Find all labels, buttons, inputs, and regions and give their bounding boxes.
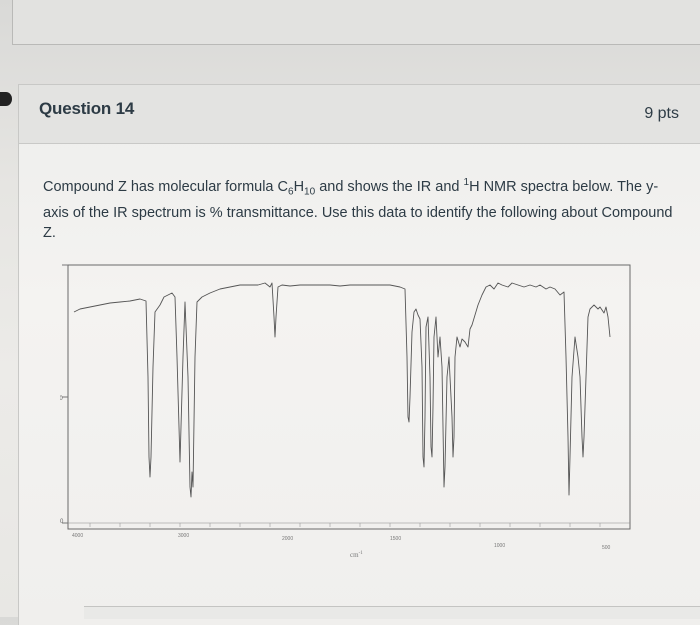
question-points: 9 pts (644, 105, 679, 122)
x-tick-500: 500 (602, 545, 611, 551)
question-title: Question 14 (39, 99, 135, 118)
question-header: Question 14 9 pts (19, 85, 700, 144)
x-tick-1000: 1000 (494, 543, 505, 549)
ir-spectrum-trace (73, 282, 611, 498)
ir-spectrum-chart: 100 50 0 4000 3000 2000 1500 1000 500 cm… (60, 264, 631, 557)
question-text: Compound Z has molecular formula C6H10 a… (43, 177, 673, 241)
x-tick-1500: 1500 (390, 536, 401, 542)
x-tick-3000: 3000 (178, 533, 189, 539)
x-tick-4000: 4000 (72, 533, 83, 539)
previous-question-box (12, 0, 700, 45)
bottom-strip (84, 606, 700, 619)
x-tick-2000: 2000 (282, 536, 293, 542)
y-tick-50: 50 (60, 396, 63, 402)
x-axis-unit: cm-1 (350, 551, 363, 557)
question-marker-icon (0, 92, 12, 106)
y-tick-0: 0 (60, 519, 64, 525)
